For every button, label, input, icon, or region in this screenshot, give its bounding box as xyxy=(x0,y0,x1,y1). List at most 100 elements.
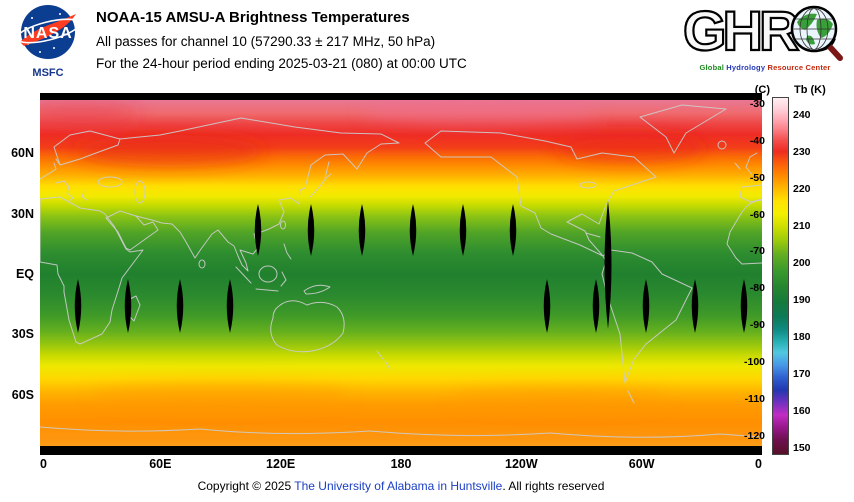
coastline xyxy=(424,130,657,257)
data-gap-lens xyxy=(124,279,132,333)
coastline xyxy=(601,249,693,384)
magnifier-handle-icon xyxy=(826,43,843,61)
ghrc-word-0: Global xyxy=(699,63,725,72)
data-gap-lens xyxy=(176,279,184,333)
coastline xyxy=(303,284,331,295)
ghrc-word-1: Hydrology xyxy=(724,63,766,72)
coastline xyxy=(40,158,61,180)
data-gap-lens xyxy=(358,204,366,256)
ghrc-logo-block: GHRC Global Hydrology xyxy=(680,0,850,72)
celsius-tick--100: -100 xyxy=(743,356,765,369)
kelvin-tick-230: 230 xyxy=(793,146,811,159)
polar-no-data-strip-top xyxy=(40,93,762,100)
coastline xyxy=(280,271,287,287)
map-overlay-svg xyxy=(40,93,762,455)
title-block: NOAA-15 AMSU-A Brightness Temperatures A… xyxy=(96,9,467,71)
data-gap-lens xyxy=(409,204,417,256)
coastline xyxy=(235,266,279,292)
copyright-line: Copyright © 2025 The University of Alaba… xyxy=(0,479,802,493)
plot-area: 60N 30N EQ 30S 60S xyxy=(0,84,854,475)
data-gap-lens xyxy=(307,204,315,256)
kelvin-tick-220: 220 xyxy=(793,183,811,196)
x-tick-3: 180 xyxy=(390,457,412,471)
data-gap-lens xyxy=(604,201,612,329)
temperature-wave-blob xyxy=(75,135,265,167)
colorbar-kelvin-label: Tb (K) xyxy=(794,84,826,96)
data-gap-lens xyxy=(459,204,467,256)
coastline xyxy=(579,181,597,189)
data-gap-lens xyxy=(543,279,551,333)
temperature-wave-blob xyxy=(450,386,670,410)
colorbar xyxy=(772,97,789,455)
kelvin-tick-180: 180 xyxy=(793,330,811,343)
coastline xyxy=(105,210,159,251)
channel-subtitle: All passes for channel 10 (57290.33 ± 21… xyxy=(96,34,436,49)
nasa-logo-icon: NASA xyxy=(16,5,80,59)
data-gap-lens xyxy=(74,279,82,333)
celsius-tick--90: -90 xyxy=(749,319,765,332)
coastline xyxy=(40,426,762,438)
copyright-suffix: . All rights reserved xyxy=(502,479,605,493)
kelvin-tick-160: 160 xyxy=(793,404,811,417)
coastline xyxy=(734,152,758,176)
kelvin-tick-200: 200 xyxy=(793,257,811,270)
celsius-tick--50: -50 xyxy=(749,171,765,184)
university-link[interactable]: The University of Alabama in Huntsville xyxy=(294,479,503,493)
data-gap-lens xyxy=(740,279,748,333)
data-gap-lens xyxy=(592,279,600,333)
coastline xyxy=(258,265,278,283)
kelvin-tick-190: 190 xyxy=(793,293,811,306)
kelvin-tick-150: 150 xyxy=(793,441,811,454)
data-gap-lens xyxy=(254,204,262,256)
ghrc-word-2: Resource xyxy=(765,63,804,72)
x-tick-6: 0 xyxy=(755,457,762,471)
copyright-prefix: Copyright © 2025 xyxy=(197,479,295,493)
coastline xyxy=(639,104,727,154)
coastline xyxy=(717,140,727,150)
coastline xyxy=(198,259,206,269)
coastline xyxy=(40,196,144,345)
y-tick-60N: 60N xyxy=(11,146,34,161)
x-tick-4: 120W xyxy=(505,457,538,471)
ghrc-subtitle: Global Hydrology Resource Center xyxy=(680,63,850,72)
celsius-tick--60: -60 xyxy=(749,208,765,221)
y-tick-EQ: EQ xyxy=(15,267,34,281)
x-axis-labels: 0 60E 120E 180 120W 60W 0 xyxy=(40,456,762,472)
y-tick-60S: 60S xyxy=(11,387,34,402)
x-tick-0: 0 xyxy=(40,457,47,471)
data-gap-lens xyxy=(691,279,699,333)
coastline xyxy=(627,390,635,404)
ghrc-word-3: Center xyxy=(803,63,831,72)
nasa-logo-block: NASA MSFC xyxy=(10,4,86,79)
x-tick-5: 60W xyxy=(628,457,655,471)
page-title: NOAA-15 AMSU-A Brightness Temperatures xyxy=(96,9,410,26)
coastline xyxy=(97,176,123,188)
coastline xyxy=(81,190,88,201)
celsius-tick--120: -120 xyxy=(743,429,765,442)
map xyxy=(40,93,762,455)
celsius-tick--30: -30 xyxy=(749,97,765,110)
x-tick-1: 60E xyxy=(149,457,172,471)
colorbar-celsius-label: (C) xyxy=(754,84,770,96)
coastline xyxy=(280,220,286,230)
coastline xyxy=(55,180,74,202)
coastline xyxy=(726,199,762,265)
data-gap-lens xyxy=(642,279,650,333)
temperature-wave-blob xyxy=(360,96,600,122)
celsius-tick--70: -70 xyxy=(749,245,765,258)
ghrc-logo-icon: GHRC xyxy=(682,0,843,63)
celsius-tick--80: -80 xyxy=(749,282,765,295)
kelvin-tick-210: 210 xyxy=(793,220,811,233)
x-tick-2: 120E xyxy=(266,457,296,471)
temperature-wave-blob xyxy=(90,383,350,407)
coastline xyxy=(270,300,345,353)
coastline xyxy=(283,243,292,260)
celsius-tick--110: -110 xyxy=(744,393,765,406)
polar-no-data-strip-bottom xyxy=(40,446,762,455)
y-tick-30N: 30N xyxy=(11,206,34,221)
data-gap-lens xyxy=(226,279,234,333)
msfc-label: MSFC xyxy=(32,67,64,79)
coastline xyxy=(119,117,400,272)
header: NASA MSFC NOAA-15 AMSU-A Brightness Temp… xyxy=(0,0,854,92)
kelvin-ticks: 240 230 220 210 200 190 180 170 160 150 xyxy=(793,97,837,455)
